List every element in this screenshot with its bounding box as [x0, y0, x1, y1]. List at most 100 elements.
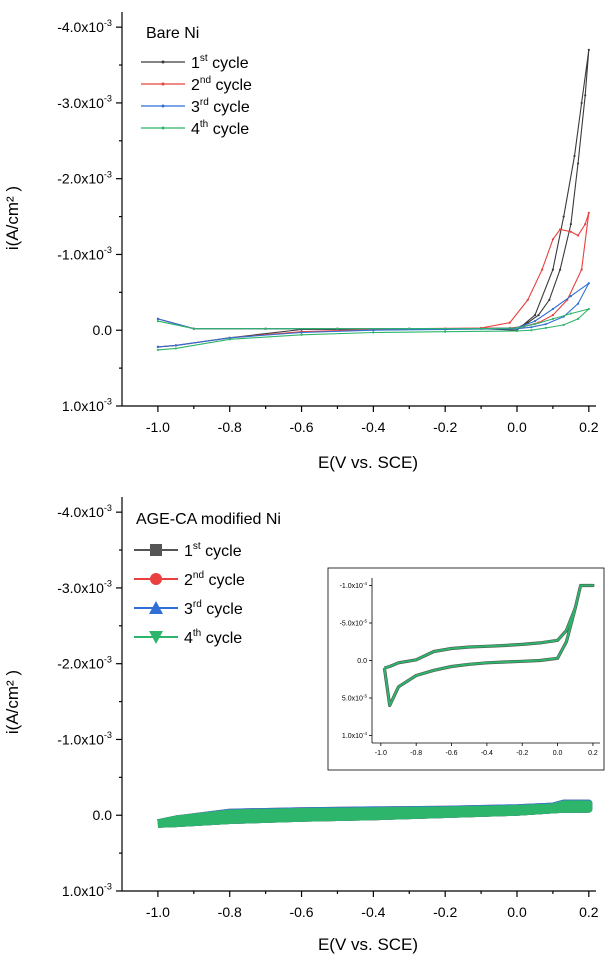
data-point — [558, 268, 562, 271]
data-point — [576, 234, 580, 237]
data-point — [533, 313, 537, 317]
inset-curve — [383, 584, 594, 707]
data-point — [300, 333, 303, 336]
data-point — [580, 268, 583, 271]
legend-entry: 3rd cycle — [141, 97, 250, 116]
y-tick-label: -2.0x10-3 — [57, 654, 112, 671]
data-point — [569, 312, 572, 315]
data-point — [580, 101, 583, 105]
data-point — [562, 323, 565, 327]
data-point — [174, 347, 177, 350]
data-point — [587, 307, 590, 311]
x-tick-label: -1.0 — [146, 419, 170, 435]
data-point — [192, 327, 195, 330]
x-tick-label: -0.4 — [361, 419, 385, 435]
data-point — [372, 329, 375, 332]
y-tick-label: 0.0 — [93, 322, 113, 338]
legend-entry: 4th cycle — [141, 119, 249, 138]
series-4th-cycle — [156, 307, 590, 352]
legend-entry: 4th cycle — [134, 628, 242, 647]
legend-label: 3rd cycle — [184, 599, 243, 618]
legend-entry: 1st cycle — [134, 541, 242, 560]
legend-entry: 1st cycle — [141, 53, 249, 72]
inset-x-tick-label: -0.6 — [446, 750, 458, 757]
y-tick-label: -3.0x10-3 — [57, 579, 112, 596]
data-point — [569, 295, 572, 298]
data-point — [576, 302, 580, 305]
bare-ni-xlabel: E(V vs. SCE) — [318, 453, 418, 472]
legend-label: 2nd cycle — [191, 75, 252, 94]
data-point — [584, 94, 587, 97]
y-tick-label: 0.0 — [93, 807, 113, 823]
y-tick-label: -4.0x10-3 — [57, 18, 112, 35]
data-point — [228, 336, 231, 339]
age-ca-ylabel: i(A/cm² ) — [3, 670, 22, 734]
age-ca-panel: -1.0 -0.8 -0.6 -0.4 -0.2 0.0 0.2 -4.0x10-3 -3.0x… — [3, 497, 605, 954]
data-point — [558, 228, 562, 231]
y-tick-label: -4.0x10-3 — [57, 503, 112, 520]
series-line — [157, 49, 590, 348]
data-point — [156, 320, 160, 323]
legend-entry: 3rd cycle — [134, 599, 243, 618]
data-point — [584, 223, 587, 226]
data-point — [576, 317, 580, 320]
data-point — [544, 326, 547, 330]
data-point — [562, 215, 565, 218]
series-line — [157, 282, 590, 348]
data-point — [530, 329, 533, 332]
series-line — [157, 308, 590, 351]
legend-marker — [161, 60, 165, 64]
inset-y-tick-label: -5.0x10-5 — [340, 618, 368, 627]
legend-label: 1st cycle — [184, 541, 242, 560]
data-point — [156, 317, 160, 320]
inset-x-tick-label: -1.0 — [375, 750, 387, 757]
data-point — [372, 331, 375, 334]
legend-marker — [149, 631, 163, 644]
data-point — [515, 326, 519, 330]
age-ca-legend: 1st cycle 2nd cycle 3rd cycle 4th cycle — [134, 541, 245, 647]
legend-marker — [149, 601, 163, 614]
data-point — [530, 326, 533, 329]
data-point — [573, 154, 576, 158]
inset-x-tick-label: -0.8 — [410, 750, 422, 757]
legend-marker — [161, 104, 165, 108]
inset-x-tick-label: -0.2 — [516, 750, 528, 757]
data-point — [587, 282, 590, 285]
age-ca-axes: -1.0 -0.8 -0.6 -0.4 -0.2 0.0 0.2 -4.0x10-3 -3.0x… — [57, 497, 599, 920]
data-point — [479, 327, 483, 330]
legend-label: 1st cycle — [191, 53, 249, 72]
x-tick-label: -0.6 — [289, 419, 313, 435]
x-tick-label: 0.0 — [507, 419, 527, 435]
inset-y-tick-label: -1.0x10-4 — [340, 581, 368, 590]
y-tick-label: -1.0x10-3 — [57, 245, 112, 262]
inset-x-tick-label: 0.0 — [553, 750, 563, 757]
data-point — [264, 327, 267, 330]
data-point — [508, 321, 511, 324]
data-point — [444, 330, 447, 333]
x-tick-label: 0.2 — [579, 419, 599, 435]
data-point — [156, 345, 160, 348]
series-3rd-cycle — [156, 282, 590, 348]
data-point — [569, 223, 572, 226]
y-tick-label: -1.0x10-3 — [57, 730, 112, 747]
bare-ni-axes: -1.0 -0.8 -0.6 -0.4 -0.2 0.0 0.2 -4.0x10-3 -3.0x… — [57, 12, 599, 435]
data-point — [551, 238, 555, 241]
legend-marker — [150, 544, 162, 556]
y-tick-label: 1.0x10-3 — [62, 882, 112, 899]
bare-ni-ylabel: i(A/cm² ) — [3, 186, 22, 250]
data-point — [576, 162, 580, 165]
x-tick-label: -0.6 — [289, 904, 313, 920]
data-point — [551, 307, 555, 311]
legend-marker — [161, 82, 165, 86]
legend-marker — [150, 573, 162, 585]
series-band — [157, 800, 593, 828]
inset-frame — [327, 567, 605, 771]
legend-entry: 2nd cycle — [141, 75, 252, 94]
data-point — [569, 230, 572, 233]
data-point — [533, 320, 537, 323]
legend-label: 3rd cycle — [191, 97, 250, 116]
y-tick-label: 1.0x10-3 — [62, 397, 112, 414]
x-tick-label: -0.8 — [218, 419, 242, 435]
age-ca-title: AGE-CA modified Ni — [136, 511, 281, 528]
